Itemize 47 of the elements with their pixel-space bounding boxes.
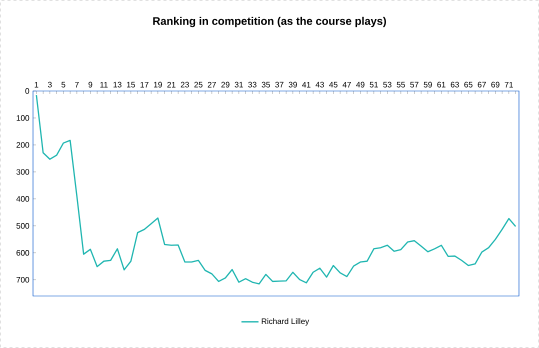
- legend-label: Richard Lilley: [262, 318, 310, 326]
- y-tick-label: 300: [16, 169, 30, 175]
- x-tick-label: 47: [342, 82, 351, 88]
- x-tick-label: 13: [114, 82, 122, 88]
- x-tick-label: 17: [140, 82, 148, 88]
- x-tick-label: 55: [396, 82, 405, 88]
- y-tick-label: 100: [16, 115, 30, 121]
- x-tick-label: 39: [288, 82, 297, 88]
- y-tick-label: 400: [16, 196, 30, 202]
- x-tick-label: 27: [208, 82, 216, 88]
- x-tick-label: 61: [437, 82, 446, 88]
- y-tick-label: 0: [25, 88, 30, 94]
- x-tick-label: 37: [275, 82, 284, 88]
- x-tick-label: 43: [316, 82, 324, 88]
- x-tick-label: 31: [234, 82, 243, 88]
- y-tick-label: 700: [16, 276, 30, 283]
- x-tick-label: 7: [75, 82, 79, 88]
- x-tick-label: 71: [504, 82, 513, 88]
- y-tick-label: 500: [16, 223, 30, 229]
- x-tick-label: 67: [478, 82, 486, 88]
- x-tick-label: 5: [61, 82, 66, 88]
- x-tick-label: 41: [302, 82, 310, 88]
- x-tick-label: 3: [48, 82, 52, 88]
- x-tick-label: 23: [180, 82, 189, 88]
- x-tick-label: 9: [88, 82, 92, 88]
- y-tick-label: 200: [16, 142, 30, 148]
- x-tick-label: 11: [100, 82, 108, 88]
- x-tick-label: 49: [356, 82, 364, 88]
- x-tick-label: 19: [154, 82, 162, 88]
- x-tick-label: 65: [464, 82, 472, 88]
- y-tick-label: 600: [16, 250, 30, 256]
- x-tick-label: 15: [127, 82, 135, 88]
- x-tick-label: 57: [410, 82, 418, 88]
- line-series: [36, 94, 516, 284]
- chart-title: Ranking in competition (as the course plays): [153, 16, 386, 28]
- x-tick-label: 53: [383, 82, 392, 88]
- x-tick-label: 25: [194, 82, 202, 88]
- x-tick-label: 51: [370, 82, 378, 88]
- x-tick-label: 35: [262, 82, 270, 88]
- x-tick-label: 21: [167, 82, 176, 88]
- x-tick-label: 45: [329, 82, 338, 88]
- x-tick-label: 33: [248, 82, 256, 88]
- x-tick-label: 59: [424, 82, 432, 88]
- x-tick-label: 1: [34, 82, 38, 88]
- x-tick-label: 63: [450, 82, 459, 88]
- x-tick-label: 69: [491, 82, 500, 88]
- x-tick-label: 29: [221, 82, 230, 88]
